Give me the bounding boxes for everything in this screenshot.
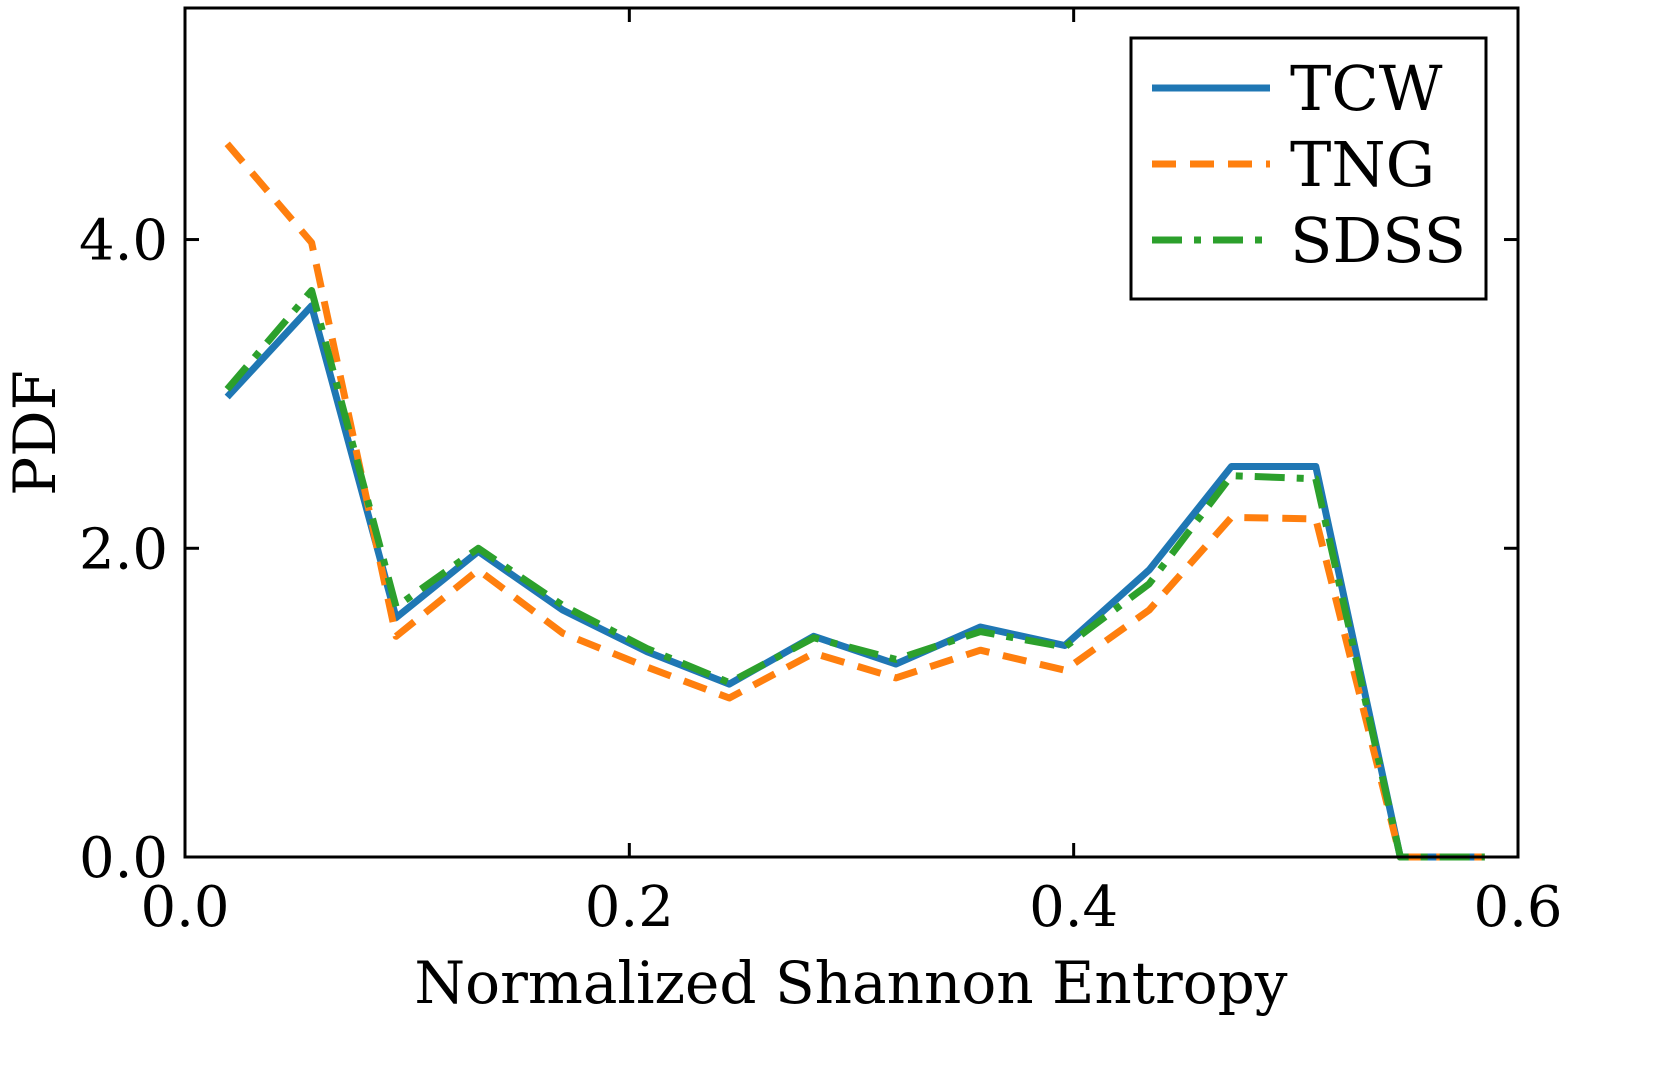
x-axis-title: Normalized Shannon Entropy xyxy=(414,949,1287,1017)
legend-label-tcw: TCW xyxy=(1290,52,1443,125)
x-tick-label: 0.2 xyxy=(585,875,674,940)
y-axis-title: PDF xyxy=(1,370,69,496)
y-tick-label: 0.0 xyxy=(79,826,168,891)
y-tick-label: 4.0 xyxy=(79,209,168,274)
x-tick-label: 0.6 xyxy=(1473,875,1562,940)
legend-frame xyxy=(1129,36,1488,301)
x-tick-label: 0.4 xyxy=(1029,875,1118,940)
legend-label-sdss: SDSS xyxy=(1290,204,1466,277)
y-tick-label: 2.0 xyxy=(79,517,168,582)
x-tick-label: 0.0 xyxy=(140,875,229,940)
series-line-tng xyxy=(224,141,1485,861)
plot-area-frame xyxy=(183,6,1520,859)
legend-label-tng: TNG xyxy=(1290,128,1435,201)
series-line-sdss xyxy=(224,287,1485,861)
